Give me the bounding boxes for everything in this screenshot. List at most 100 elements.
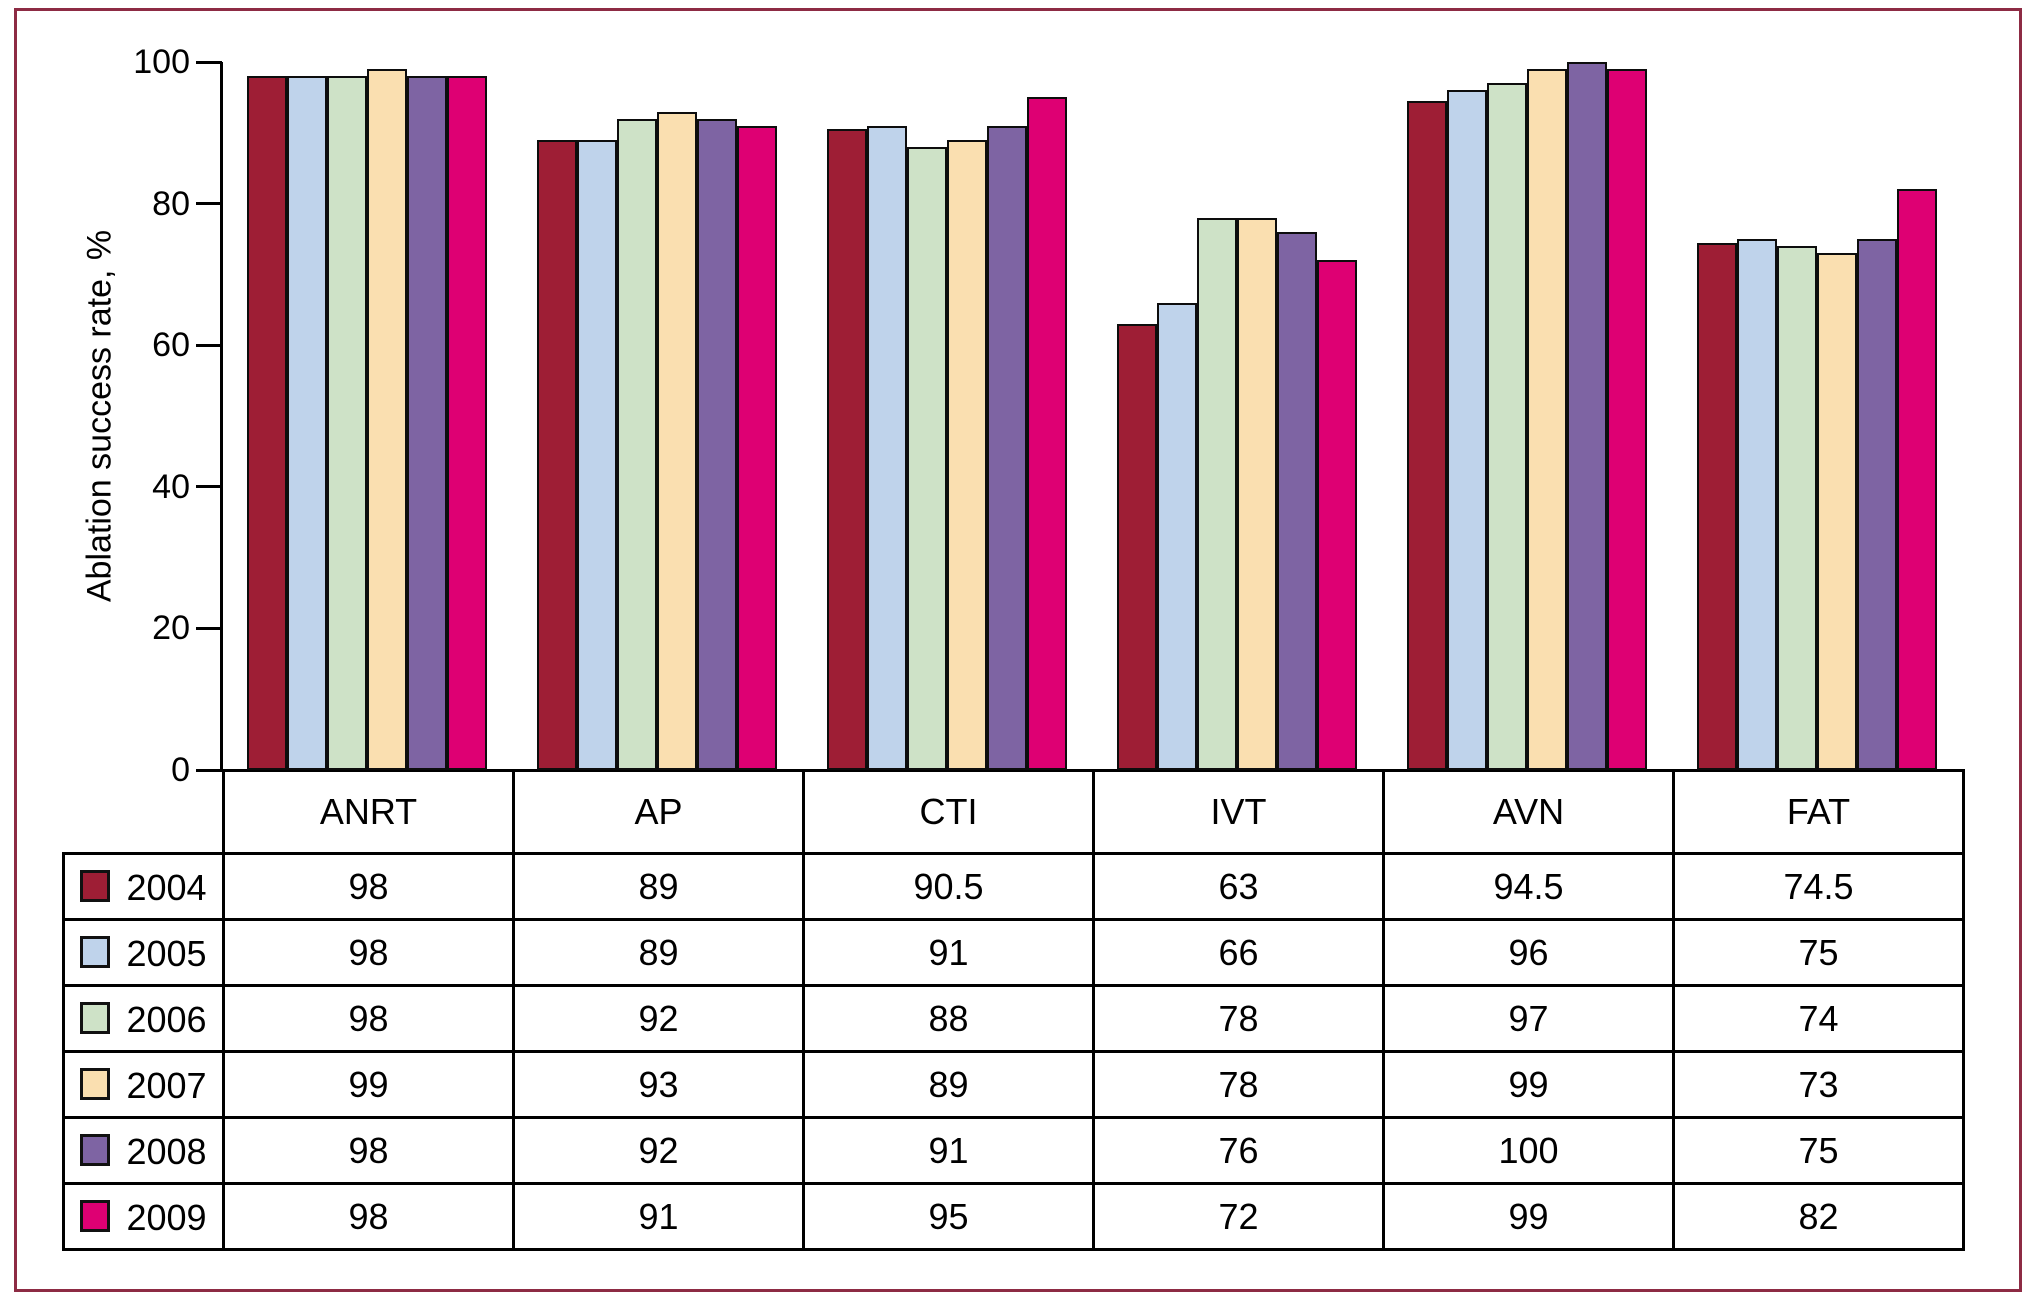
bar-2009-AVN bbox=[1607, 69, 1647, 770]
y-axis-tick-label: 20 bbox=[152, 609, 190, 648]
legend-swatch-2007 bbox=[80, 1067, 111, 1100]
bar-2008-FAT bbox=[1857, 239, 1897, 770]
y-axis-tick bbox=[196, 485, 222, 489]
y-axis-tick bbox=[196, 202, 222, 206]
legend-swatch-2008 bbox=[80, 1133, 111, 1166]
bar-2005-AVN bbox=[1447, 90, 1487, 770]
bar-2008-AP bbox=[697, 119, 737, 770]
legend-cell-2008: 2008 bbox=[62, 1116, 225, 1185]
y-axis-tick-label: 40 bbox=[152, 467, 190, 506]
cell-2009-AP: 91 bbox=[512, 1182, 805, 1251]
bar-2007-IVT bbox=[1237, 218, 1277, 770]
cell-2008-FAT: 75 bbox=[1672, 1116, 1965, 1185]
bar-2006-ANRT bbox=[327, 76, 367, 770]
bar-2008-IVT bbox=[1277, 232, 1317, 770]
bar-2006-IVT bbox=[1197, 218, 1237, 770]
y-axis-tick-label: 0 bbox=[171, 751, 190, 789]
cell-2004-IVT: 63 bbox=[1092, 852, 1385, 921]
cell-2008-AVN: 100 bbox=[1382, 1116, 1675, 1185]
category-header-FAT: FAT bbox=[1672, 769, 1965, 855]
bar-2009-CTI bbox=[1027, 97, 1067, 770]
y-axis-title: Ablation success rate, % bbox=[80, 229, 119, 603]
cell-2008-IVT: 76 bbox=[1092, 1116, 1385, 1185]
bar-2009-AP bbox=[737, 126, 777, 770]
bar-2005-AP bbox=[577, 140, 617, 770]
cell-2007-AP: 93 bbox=[512, 1050, 805, 1119]
cell-2009-AVN: 99 bbox=[1382, 1182, 1675, 1251]
legend-year-label: 2007 bbox=[126, 1064, 207, 1106]
bar-2009-FAT bbox=[1897, 189, 1937, 770]
legend-year-label: 2004 bbox=[126, 866, 207, 908]
table-row-2009: 2009 98 91 95 72 99 82 bbox=[62, 1182, 1965, 1251]
bar-2008-CTI bbox=[987, 126, 1027, 770]
bar-2005-ANRT bbox=[287, 76, 327, 770]
cell-2008-ANRT: 98 bbox=[222, 1116, 515, 1185]
bar-2006-AVN bbox=[1487, 83, 1527, 770]
cell-2004-AP: 89 bbox=[512, 852, 805, 921]
cell-2006-IVT: 78 bbox=[1092, 984, 1385, 1053]
legend-year-label: 2006 bbox=[126, 998, 207, 1040]
bar-2007-ANRT bbox=[367, 69, 407, 770]
y-axis-tick bbox=[196, 343, 222, 347]
legend-swatch-2005 bbox=[80, 935, 111, 968]
cell-2004-ANRT: 98 bbox=[222, 852, 515, 921]
cell-2008-AP: 92 bbox=[512, 1116, 805, 1185]
cell-2005-ANRT: 98 bbox=[222, 918, 515, 987]
cell-2007-IVT: 78 bbox=[1092, 1050, 1385, 1119]
cell-2005-AP: 89 bbox=[512, 918, 805, 987]
y-axis-tick-label: 80 bbox=[152, 184, 190, 223]
data-table: ANRT AP CTI IVT AVN FAT 2004 98 89 90.5 63 94.5 74.… bbox=[62, 769, 1965, 1251]
y-axis-tick-label: 100 bbox=[133, 43, 190, 81]
bar-2007-AVN bbox=[1527, 69, 1567, 770]
bar-2007-AP bbox=[657, 112, 697, 770]
cell-2009-CTI: 95 bbox=[802, 1182, 1095, 1251]
legend-swatch-2004 bbox=[80, 869, 111, 902]
legend-swatch-2006 bbox=[80, 1001, 111, 1034]
bar-2009-IVT bbox=[1317, 260, 1357, 770]
table-row-2006: 2006 98 92 88 78 97 74 bbox=[62, 984, 1965, 1053]
legend-cell-2005: 2005 bbox=[62, 918, 225, 987]
legend-cell-2006: 2006 bbox=[62, 984, 225, 1053]
cell-2007-CTI: 89 bbox=[802, 1050, 1095, 1119]
bar-2006-CTI bbox=[907, 147, 947, 770]
bar-2005-FAT bbox=[1737, 239, 1777, 770]
cell-2007-ANRT: 99 bbox=[222, 1050, 515, 1119]
y-axis-line bbox=[220, 62, 223, 772]
legend-year-label: 2005 bbox=[126, 932, 207, 974]
cell-2006-AP: 92 bbox=[512, 984, 805, 1053]
bar-2004-ANRT bbox=[247, 76, 287, 770]
legend-year-label: 2008 bbox=[126, 1130, 207, 1172]
cell-2006-FAT: 74 bbox=[1672, 984, 1965, 1053]
bar-2008-AVN bbox=[1567, 62, 1607, 770]
legend-cell-2009: 2009 bbox=[62, 1182, 225, 1251]
cell-2004-FAT: 74.5 bbox=[1672, 852, 1965, 921]
cell-2004-CTI: 90.5 bbox=[802, 852, 1095, 921]
cell-2008-CTI: 91 bbox=[802, 1116, 1095, 1185]
cell-2009-IVT: 72 bbox=[1092, 1182, 1385, 1251]
category-header-CTI: CTI bbox=[802, 769, 1095, 855]
cell-2004-AVN: 94.5 bbox=[1382, 852, 1675, 921]
y-axis-tick-label: 60 bbox=[152, 326, 190, 365]
bar-2009-ANRT bbox=[447, 76, 487, 770]
bar-2006-FAT bbox=[1777, 246, 1817, 770]
cell-2009-ANRT: 98 bbox=[222, 1182, 515, 1251]
table-row-2004: 2004 98 89 90.5 63 94.5 74.5 bbox=[62, 852, 1965, 921]
category-header-AP: AP bbox=[512, 769, 805, 855]
table-row-2007: 2007 99 93 89 78 99 73 bbox=[62, 1050, 1965, 1119]
y-axis-tick bbox=[196, 60, 222, 64]
cell-2006-ANRT: 98 bbox=[222, 984, 515, 1053]
bar-2004-IVT bbox=[1117, 324, 1157, 770]
table-row-2008: 2008 98 92 91 76 100 75 bbox=[62, 1116, 1965, 1185]
cell-2007-FAT: 73 bbox=[1672, 1050, 1965, 1119]
bar-2004-CTI bbox=[827, 129, 867, 770]
cell-2005-IVT: 66 bbox=[1092, 918, 1385, 987]
cell-2006-CTI: 88 bbox=[802, 984, 1095, 1053]
y-axis-tick bbox=[196, 626, 222, 630]
legend-year-label: 2009 bbox=[126, 1196, 207, 1238]
cell-2005-CTI: 91 bbox=[802, 918, 1095, 987]
cell-2005-FAT: 75 bbox=[1672, 918, 1965, 987]
bar-2008-ANRT bbox=[407, 76, 447, 770]
category-header-AVN: AVN bbox=[1382, 769, 1675, 855]
bar-2007-CTI bbox=[947, 140, 987, 770]
bar-2007-FAT bbox=[1817, 253, 1857, 770]
